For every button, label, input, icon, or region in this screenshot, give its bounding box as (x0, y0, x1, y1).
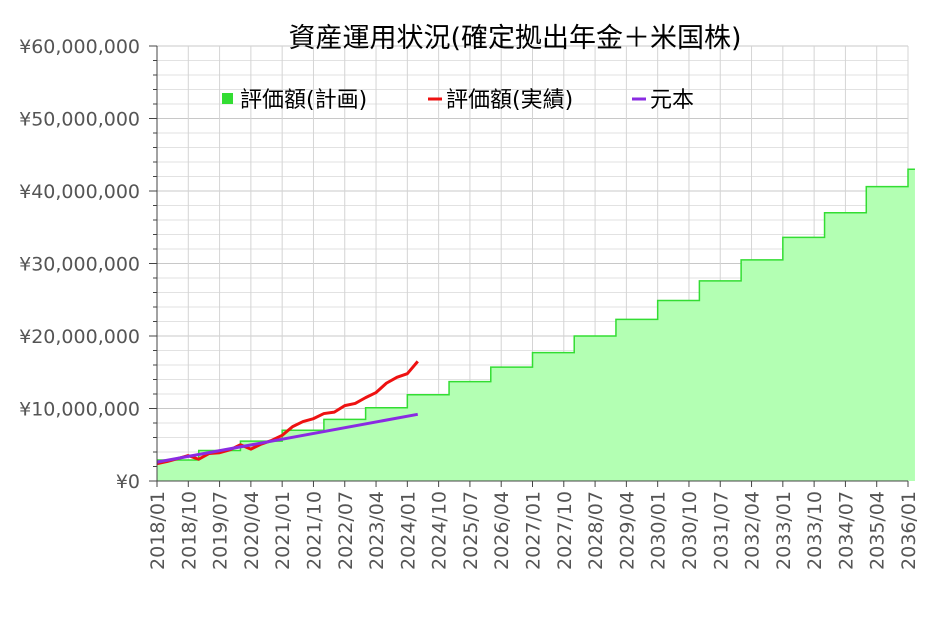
y-tick-label: ¥10,000,000 (19, 399, 140, 421)
y-tick-label: ¥0 (116, 471, 140, 493)
x-tick-label: 2025/07 (460, 491, 482, 570)
x-tick-label: 2018/01 (147, 491, 169, 570)
x-tick-label: 2024/10 (429, 491, 451, 570)
y-tick-label: ¥40,000,000 (19, 181, 140, 203)
x-tick-label: 2027/01 (523, 491, 545, 570)
plan-area-fill (157, 169, 915, 481)
legend-label: 評価額(実績) (446, 88, 573, 113)
chart-title: 資産運用状況(確定拠出年金＋米国株) (288, 23, 741, 54)
legend: 評価額(計画) 評価額(実績) 元本 (222, 88, 694, 113)
y-tick-labels: ¥0 ¥10,000,000 ¥20,000,000 ¥30,000,000 ¥40,0… (19, 36, 140, 493)
principal-line (156, 412, 419, 464)
x-tick-label: 2032/04 (742, 491, 764, 570)
x-tick-label: 2026/04 (491, 491, 513, 570)
x-tick-label: 2029/04 (616, 491, 638, 570)
legend-item: 評価額(実績) (428, 88, 573, 113)
x-tick-label: 2020/04 (241, 491, 263, 570)
actual-value-line (156, 360, 419, 466)
x-tick-label: 2031/07 (710, 491, 732, 570)
x-tick-label: 2023/04 (366, 491, 388, 570)
x-tick-labels: 2018/01 2018/10 2019/07 2020/04 2021/01 2021/… (147, 491, 920, 570)
y-tick-label: ¥60,000,000 (19, 36, 140, 58)
x-tick-label: 2030/01 (648, 491, 670, 570)
x-tick-label: 2018/10 (178, 491, 200, 570)
series-lines (156, 360, 419, 466)
y-tick-label: ¥20,000,000 (19, 326, 140, 348)
x-tick-label: 2035/04 (867, 491, 889, 570)
y-tick-label: ¥30,000,000 (19, 254, 140, 276)
x-tick-label: 2019/07 (210, 491, 232, 570)
x-tick-label: 2033/10 (804, 491, 826, 570)
legend-label: 評価額(計画) (240, 88, 367, 113)
x-tick-label: 2036/01 (898, 491, 920, 570)
legend-swatch (222, 93, 233, 104)
legend-item: 評価額(計画) (222, 88, 367, 113)
x-tick-label: 2030/10 (679, 491, 701, 570)
legend-label: 元本 (650, 88, 694, 113)
y-tick-label: ¥50,000,000 (19, 109, 140, 131)
x-tick-label: 2033/01 (773, 491, 795, 570)
x-tick-label: 2021/01 (272, 491, 294, 570)
axes (149, 45, 909, 487)
plan-area (157, 168, 915, 481)
x-tick-label: 2024/01 (397, 491, 419, 570)
x-tick-label: 2027/10 (554, 491, 576, 570)
x-tick-label: 2028/07 (585, 491, 607, 570)
legend-item: 元本 (632, 88, 694, 113)
x-tick-label: 2022/07 (335, 491, 357, 570)
x-tick-label: 2021/10 (303, 491, 325, 570)
x-tick-label: 2034/07 (835, 491, 857, 570)
